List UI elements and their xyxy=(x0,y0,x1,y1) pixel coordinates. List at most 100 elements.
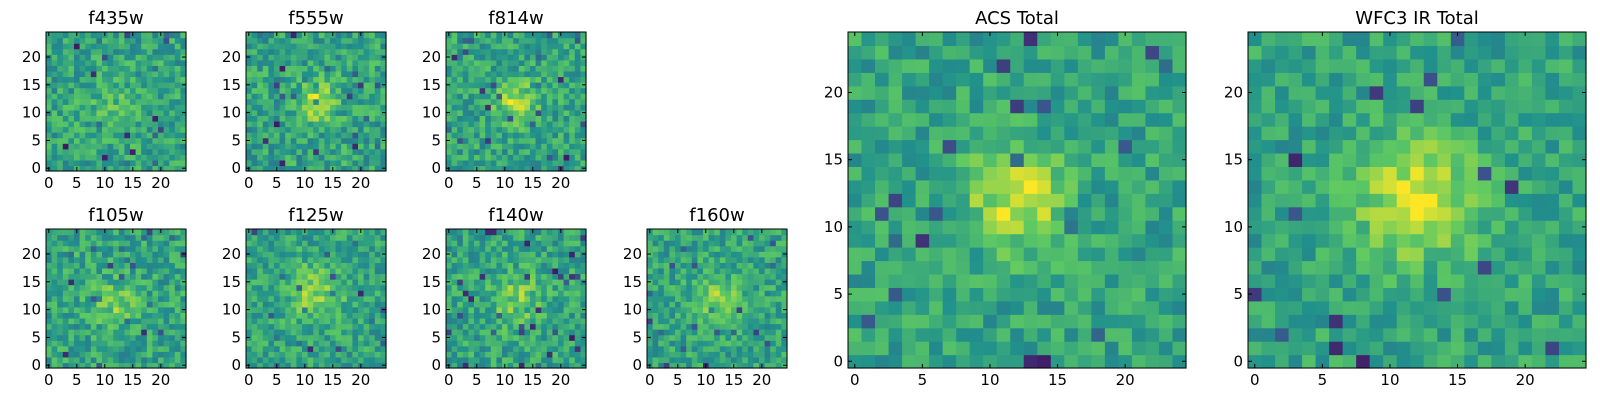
heatmap-cell xyxy=(290,159,297,167)
heatmap-cell xyxy=(569,37,576,44)
heatmap-cell xyxy=(446,148,453,155)
heatmap-cell xyxy=(369,351,376,358)
heatmap-cell xyxy=(1091,193,1106,208)
heatmap-cell xyxy=(725,273,732,280)
heatmap-cell xyxy=(663,251,670,258)
heatmap-cell xyxy=(62,126,69,133)
heatmap-cell xyxy=(535,143,542,150)
heatmap-cell xyxy=(518,120,525,128)
heatmap-cell xyxy=(518,82,525,89)
heatmap-cell xyxy=(530,312,537,319)
heatmap-cell xyxy=(102,312,109,319)
heatmap-cell xyxy=(46,159,53,167)
heatmap-cell xyxy=(446,245,453,252)
heatmap-cell xyxy=(457,143,464,150)
heatmap-cell xyxy=(513,229,520,236)
heatmap-cell xyxy=(942,220,957,235)
heatmap-cell xyxy=(174,245,181,252)
heatmap-cell xyxy=(457,351,464,358)
heatmap-cell xyxy=(318,356,325,364)
heatmap-cell xyxy=(296,137,303,144)
heatmap-cell xyxy=(535,279,542,286)
heatmap-cell xyxy=(1118,233,1133,248)
heatmap-cell xyxy=(152,159,159,167)
heatmap-cell xyxy=(307,98,314,105)
heatmap-cell xyxy=(541,234,548,241)
heatmap-cell xyxy=(74,65,81,72)
heatmap-cell xyxy=(169,126,176,133)
heatmap-cell xyxy=(62,148,69,155)
heatmap-cell xyxy=(174,356,181,364)
heatmap-cell xyxy=(118,245,125,252)
heatmap-cell xyxy=(485,48,492,55)
heatmap-cell xyxy=(530,256,537,263)
heatmap-cell xyxy=(479,104,486,111)
heatmap-cell xyxy=(102,351,109,358)
heatmap-cell xyxy=(541,301,548,308)
heatmap-cell xyxy=(318,87,325,94)
heatmap-cell xyxy=(569,98,576,105)
heatmap-cell xyxy=(731,262,738,269)
heatmap-cell xyxy=(307,306,314,313)
heatmap-cell xyxy=(490,159,497,167)
heatmap-cell xyxy=(558,262,565,269)
heatmap-cell xyxy=(848,179,863,194)
heatmap-cell xyxy=(663,290,670,297)
heatmap-cell xyxy=(141,251,148,258)
heatmap-cell xyxy=(714,229,721,236)
heatmap-cell xyxy=(507,356,514,364)
heatmap-cell xyxy=(888,327,903,342)
heatmap-cell xyxy=(563,262,570,269)
heatmap-cell xyxy=(485,65,492,72)
heatmap-cell xyxy=(90,59,97,66)
heatmap-cell xyxy=(130,87,137,94)
heatmap-cell xyxy=(708,256,715,263)
heatmap-cell xyxy=(57,312,64,319)
heatmap-cell xyxy=(502,251,509,258)
heatmap-cell xyxy=(490,273,497,280)
heatmap-cell xyxy=(1077,260,1092,275)
heatmap-cell xyxy=(358,93,365,100)
heatmap-cell xyxy=(574,115,581,122)
heatmap-cell xyxy=(57,262,64,269)
heatmap-cell xyxy=(141,295,148,302)
heatmap-cell xyxy=(141,137,148,144)
heatmap-cell xyxy=(330,159,337,167)
heatmap-cell xyxy=(352,229,359,236)
heatmap-cell xyxy=(502,323,509,330)
heatmap-cell xyxy=(1037,247,1052,262)
heatmap-cell xyxy=(135,262,142,269)
heatmap-cell xyxy=(507,279,514,286)
heatmap-cell xyxy=(363,279,370,286)
heatmap-cell xyxy=(285,262,292,269)
heatmap-cell xyxy=(358,290,365,297)
heatmap-cell xyxy=(468,256,475,263)
heatmap-cell xyxy=(747,240,754,247)
heatmap-cell xyxy=(1091,220,1106,235)
heatmap-cell xyxy=(996,354,1011,369)
heatmap-cell xyxy=(929,179,944,194)
heatmap-cell xyxy=(285,251,292,258)
heatmap-cell xyxy=(530,340,537,347)
heatmap-cell xyxy=(652,284,659,291)
heatmap-cell xyxy=(107,329,114,336)
heatmap-cell xyxy=(1104,166,1119,181)
heatmap-cell xyxy=(929,260,944,275)
heatmap-cell xyxy=(57,317,64,325)
heatmap-cell xyxy=(102,65,109,72)
heatmap-cell xyxy=(736,256,743,263)
heatmap-cell xyxy=(563,109,570,116)
heatmap-cell xyxy=(363,229,370,236)
heatmap-cell xyxy=(79,290,86,297)
heatmap-cell xyxy=(496,273,503,280)
heatmap-cell xyxy=(307,312,314,319)
heatmap-cell xyxy=(90,356,97,364)
heatmap-cell xyxy=(574,82,581,89)
heatmap-cell xyxy=(736,351,743,358)
heatmap-cell xyxy=(302,329,309,336)
heatmap-cell xyxy=(686,306,693,313)
heatmap-cell xyxy=(279,154,286,161)
heatmap-cell xyxy=(85,137,92,144)
heatmap-cell xyxy=(107,245,114,252)
heatmap-cell xyxy=(708,240,715,247)
